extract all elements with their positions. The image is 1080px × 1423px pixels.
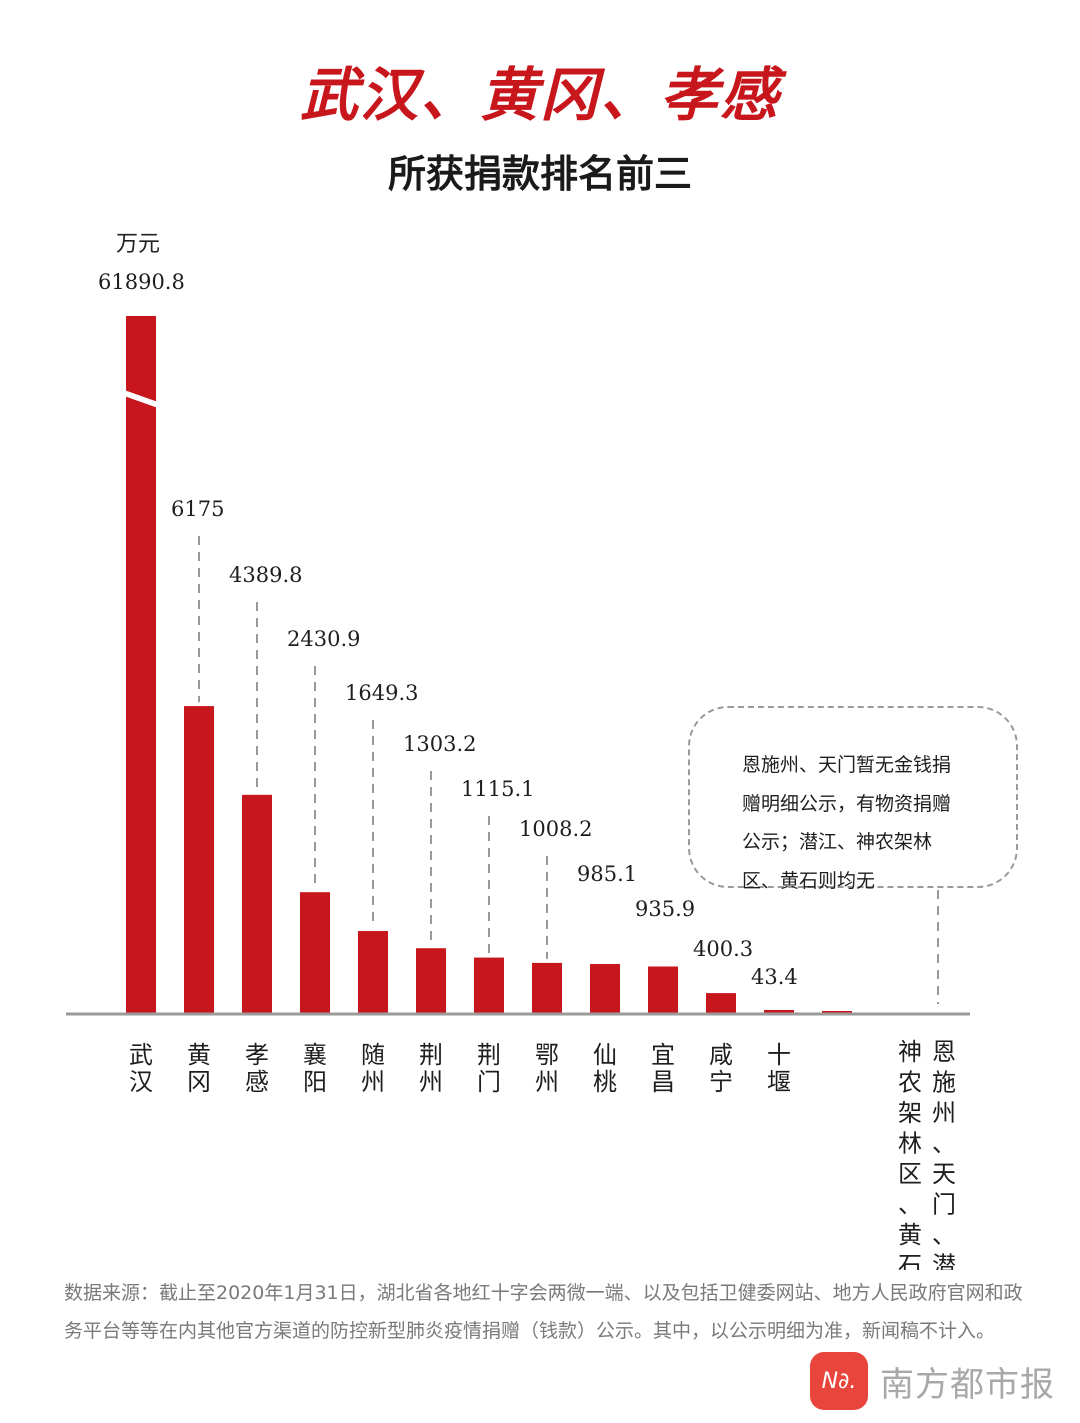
data-label: 1115.1 [461,777,534,801]
axis-break-mark [124,390,158,408]
data-label: 985.1 [577,862,637,886]
brand: N∂. 南方都市报 [810,1352,1055,1410]
bar [242,794,272,1013]
x-tick-label: 恩施州、天门、潜江 [932,1038,956,1270]
data-source-footnote: 数据来源：截止至2020年1月31日，湖北省各地红十字会两微一端、以及包括卫健委… [64,1282,1023,1342]
bar [532,962,562,1013]
bar [764,1010,794,1013]
x-tick-label: 神农架林区、黄石 [898,1038,922,1270]
data-label: 400.3 [693,937,753,961]
x-tick-label: 襄阳 [303,1041,327,1096]
y-unit-label: 万元 [116,232,161,257]
bar [648,966,678,1013]
chart-subtitle: 所获捐款排名前三 [387,151,692,196]
data-label: 935.9 [635,897,695,921]
x-tick-label: 十堰 [767,1041,791,1096]
bar [590,964,620,1013]
bar [126,316,156,1013]
bar [474,957,504,1013]
x-tick-label: 随州 [361,1041,385,1096]
bar [358,931,388,1013]
x-tick-label: 荆州 [419,1041,443,1096]
data-label: 4389.8 [229,563,302,587]
data-label: 61890.8 [98,270,185,294]
data-label: 1649.3 [345,681,418,705]
x-tick-label: 武汉 [129,1041,153,1096]
bar [822,1011,852,1013]
bar-chart: 61890.8 6175 4389.8 2430.9 1649.3 1303.2 1115.… [66,270,970,1270]
chart-title: 武汉、黄冈、孝感 [299,61,780,129]
x-tick-label: 咸宁 [709,1041,733,1096]
x-tick-label: 孝感 [245,1041,269,1096]
x-tick-label: 鄂州 [535,1041,559,1096]
bar [184,706,214,1013]
bar [416,948,446,1013]
data-label: 6175 [171,497,224,521]
data-label: 1303.2 [403,732,476,756]
x-tick-label: 仙桃 [593,1041,617,1096]
x-tick-label: 荆门 [477,1041,501,1096]
brand-name: 南方都市报 [880,1364,1055,1405]
x-tick-label: 黄冈 [187,1041,211,1096]
bar [300,892,330,1013]
data-label: 1008.2 [519,817,592,841]
data-label: 2430.9 [287,627,360,651]
x-tick-label: 宜昌 [651,1041,675,1096]
brand-logo-icon: N∂. [810,1352,868,1410]
data-label: 43.4 [751,965,798,989]
bar [706,993,736,1013]
note-box: 恩施州、天门暂无金钱捐赠明细公示，有物资捐赠公示；潜江、神农架林区、黄石则均无 [688,706,1018,892]
